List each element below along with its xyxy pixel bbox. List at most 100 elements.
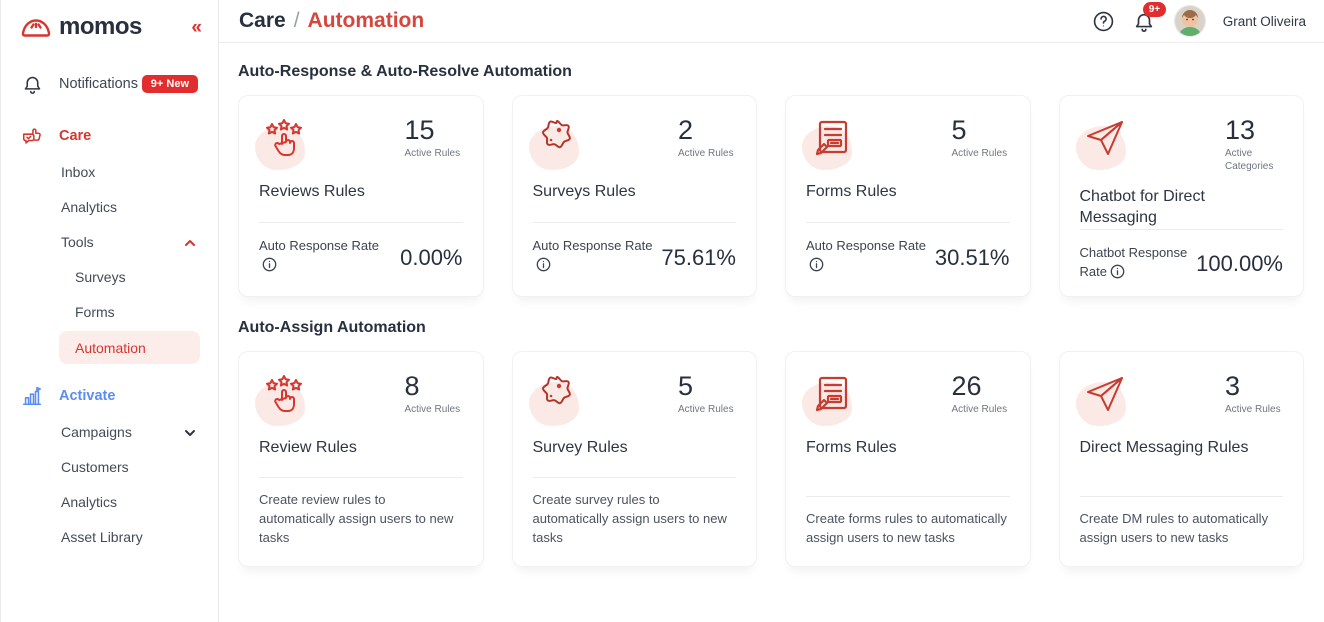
active-count: 3 <box>1225 371 1241 401</box>
sidebar-item-notifications[interactable]: Notifications 9+ New <box>1 66 218 102</box>
info-icon[interactable] <box>536 257 551 278</box>
rate-value: 75.61% <box>661 244 736 270</box>
active-count-label: Active Rules <box>678 148 734 160</box>
section-title-auto-response: Auto-Response & Auto-Resolve Automation <box>238 63 572 80</box>
info-icon[interactable] <box>1110 264 1125 285</box>
reviews-stars-icon <box>255 372 315 426</box>
card-divider <box>532 222 736 224</box>
card-title: Forms Rules <box>806 439 897 456</box>
bell-count-badge: 9+ <box>1142 2 1167 17</box>
active-count-label: Active Categories <box>1225 148 1274 173</box>
active-count: 26 <box>951 371 982 401</box>
card-title: Chatbot for Direct Messaging <box>1079 188 1205 227</box>
card-description: Create survey rules to automatically ass… <box>532 492 727 546</box>
card-divider <box>259 222 463 224</box>
card-title: Reviews Rules <box>259 183 365 200</box>
card-description: Create review rules to automatically ass… <box>259 492 454 546</box>
bell-icon <box>21 73 43 95</box>
surveys-star-icon <box>528 372 589 426</box>
breadcrumb-separator: / <box>293 9 300 32</box>
card-divider <box>806 222 1010 224</box>
breadcrumb-automation: Automation <box>307 9 425 32</box>
sidebar-item-surveys[interactable]: Surveys <box>75 268 126 285</box>
breadcrumb: Care / Automation <box>239 9 424 33</box>
sidebar-item-activate-analytics[interactable]: Analytics <box>61 493 118 510</box>
surveys-star-icon <box>528 116 589 170</box>
top-bar: Care / Automation 9+ <box>219 0 1324 43</box>
notifications-bell-icon[interactable]: 9+ <box>1133 2 1167 34</box>
card-divider <box>1079 228 1283 230</box>
card-divider <box>259 477 463 479</box>
rate-value: 0.00% <box>400 244 463 270</box>
sidebar-item-tools[interactable]: Tools <box>1 224 218 259</box>
card-forms-rules-assign[interactable]: 26 Active Rules Forms Rules Create forms… <box>785 351 1031 567</box>
card-divider <box>1079 496 1283 498</box>
card-surveys-rules[interactable]: 2 Active Rules Surveys Rules Auto Respon… <box>511 95 757 297</box>
sidebar-item-care[interactable]: Care <box>1 118 218 154</box>
activate-chart-icon <box>21 385 43 407</box>
active-count-label: Active Rules <box>1225 404 1281 416</box>
sidebar-item-label: Activate <box>59 388 116 404</box>
rate-value: 30.51% <box>934 244 1010 270</box>
sidebar-item-customers[interactable]: Customers <box>61 458 129 475</box>
rate-label: Auto Response Rate <box>259 238 379 254</box>
brand-header: momos « <box>1 8 218 46</box>
care-thumbsup-icon <box>21 125 43 147</box>
rate-label: Chatbot Response Rate <box>1079 244 1188 279</box>
active-count: 13 <box>1225 115 1256 145</box>
active-count-label: Active Rules <box>678 404 734 416</box>
breadcrumb-care[interactable]: Care <box>239 9 286 32</box>
sidebar-item-automation-active[interactable]: Automation <box>59 331 200 364</box>
card-reviews-rules[interactable]: 15 Active Rules Reviews Rules Auto Respo… <box>238 95 484 297</box>
auto-response-card-grid: 15 Active Rules Reviews Rules Auto Respo… <box>238 95 1304 297</box>
paper-plane-icon <box>1075 116 1136 170</box>
card-description: Create DM rules to automatically assign … <box>1079 511 1269 546</box>
active-count-label: Active Rules <box>404 404 461 416</box>
card-divider <box>532 477 736 479</box>
card-title: Survey Rules <box>532 439 628 456</box>
reviews-stars-icon <box>255 116 315 170</box>
help-icon[interactable] <box>1092 10 1115 33</box>
active-count: 5 <box>951 115 967 145</box>
sidebar-item-label: Care <box>59 128 92 144</box>
auto-assign-card-grid: 8 Active Rules Review Rules Create revie… <box>238 351 1304 567</box>
sidebar-collapse-icon[interactable]: « <box>191 16 202 38</box>
active-count: 15 <box>404 115 435 145</box>
card-title: Direct Messaging Rules <box>1079 439 1249 456</box>
forms-document-icon <box>802 372 862 426</box>
user-avatar[interactable] <box>1174 6 1205 36</box>
chevron-up-icon <box>184 236 196 248</box>
sidebar-item-forms[interactable]: Forms <box>75 303 115 320</box>
momos-logo-icon <box>21 14 51 40</box>
chevron-down-icon <box>184 426 196 438</box>
active-count: 5 <box>678 371 694 401</box>
card-title: Surveys Rules <box>532 183 636 200</box>
card-chatbot-direct-messaging[interactable]: 13 Active Categories Chatbot for Direct … <box>1058 95 1304 297</box>
paper-plane-icon <box>1075 372 1136 426</box>
sidebar-item-inbox[interactable]: Inbox <box>61 163 96 180</box>
card-direct-messaging-rules[interactable]: 3 Active Rules Direct Messaging Rules Cr… <box>1058 351 1304 567</box>
card-title: Forms Rules <box>806 183 897 200</box>
rate-label: Auto Response Rate <box>806 238 926 254</box>
active-count: 2 <box>678 115 694 145</box>
sidebar-item-activate[interactable]: Activate <box>1 378 218 414</box>
card-review-rules[interactable]: 8 Active Rules Review Rules Create revie… <box>238 351 484 567</box>
active-count-label: Active Rules <box>951 404 1008 416</box>
sidebar-item-label: Notifications <box>59 76 138 92</box>
info-icon[interactable] <box>262 257 277 278</box>
card-survey-rules[interactable]: 5 Active Rules Survey Rules Create surve… <box>511 351 757 567</box>
brand-name: momos <box>59 13 142 40</box>
section-title-auto-assign: Auto-Assign Automation <box>238 319 426 336</box>
info-icon[interactable] <box>809 257 824 278</box>
card-description: Create forms rules to automatically assi… <box>806 511 1007 546</box>
card-forms-rules[interactable]: 5 Active Rules Forms Rules Auto Response… <box>785 95 1031 297</box>
sidebar-item-analytics[interactable]: Analytics <box>61 198 118 215</box>
active-count-label: Active Rules <box>404 148 461 160</box>
sidebar-item-asset-library[interactable]: Asset Library <box>61 528 143 545</box>
rate-value: 100.00% <box>1196 251 1283 277</box>
sidebar-item-campaigns[interactable]: Campaigns <box>1 414 218 449</box>
forms-document-icon <box>802 116 862 170</box>
notifications-badge: 9+ New <box>141 75 198 93</box>
active-count-label: Active Rules <box>951 148 1008 160</box>
sidebar: momos « Notifications 9+ New Care <box>1 0 219 622</box>
